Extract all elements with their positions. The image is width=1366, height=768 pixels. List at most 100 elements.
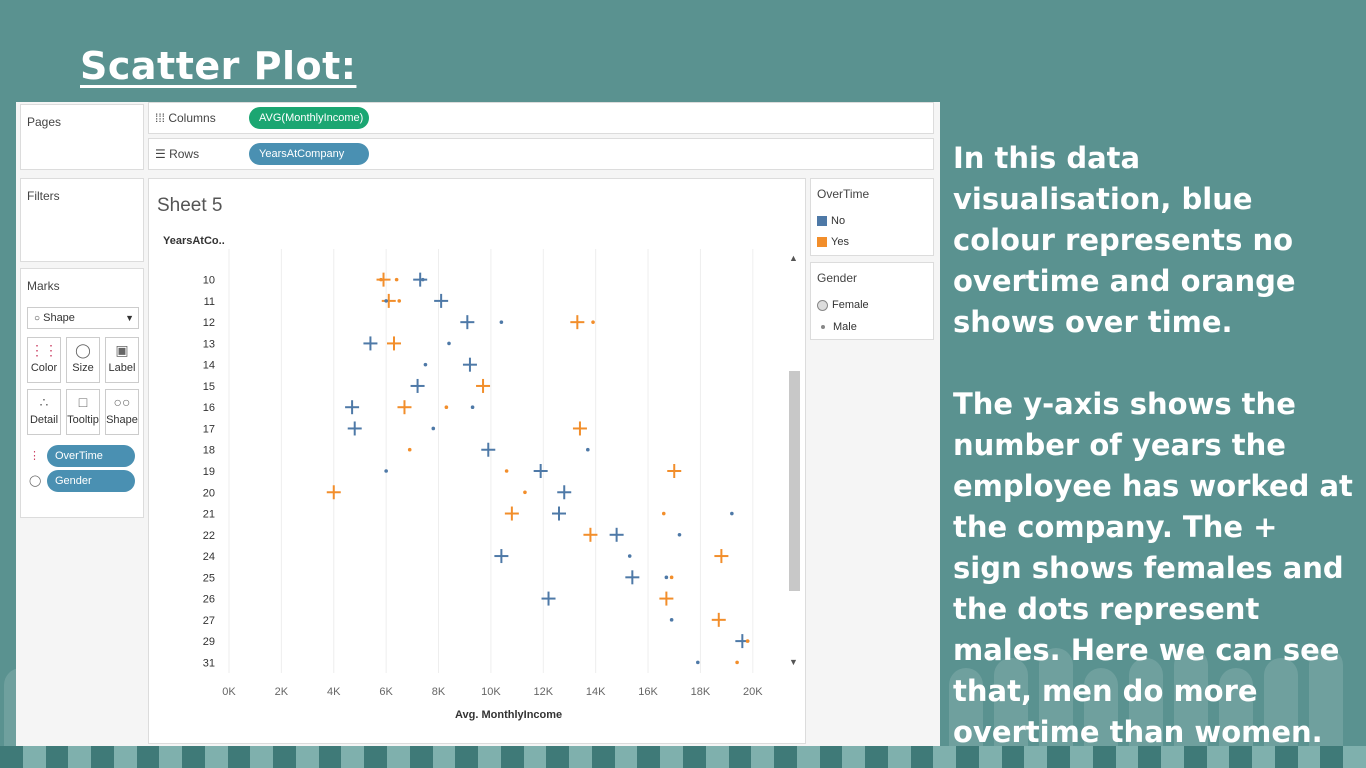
- scroll-down-icon[interactable]: ▼: [789, 657, 798, 667]
- color-button-label: Color: [30, 362, 58, 374]
- stripe-segment: [455, 746, 479, 768]
- stripe-segment: [637, 746, 661, 768]
- gender-legend-title: Gender: [817, 271, 858, 285]
- x-tick-label: 4K: [327, 686, 341, 698]
- male-dot-mark: [423, 362, 428, 367]
- vertical-scrollbar[interactable]: ▲ ▼: [787, 253, 801, 673]
- overtime-legend: OverTime No Yes: [810, 178, 934, 256]
- stripe-segment: [478, 746, 501, 768]
- female-plus-mark: [462, 357, 477, 372]
- gender-pill[interactable]: Gender: [47, 470, 135, 492]
- pages-shelf[interactable]: Pages: [20, 104, 144, 170]
- pages-label: Pages: [27, 115, 62, 129]
- stripe-segment: [1161, 746, 1184, 768]
- tooltip-button-label: Tooltip: [67, 414, 99, 426]
- stripe-segment: [1069, 746, 1093, 768]
- female-plus-mark: [557, 485, 572, 500]
- legend-item-female[interactable]: Female: [817, 299, 869, 311]
- tableau-workspace: Pages Filters Marks ○ Shape ▼ ⋮⋮ Color ◯…: [16, 102, 940, 746]
- tooltip-icon: □: [78, 394, 88, 410]
- blue-swatch: [817, 216, 827, 226]
- male-dot-mark: [447, 341, 451, 346]
- y-tick-label: 10: [203, 275, 215, 287]
- stripe-segment: [500, 746, 524, 768]
- circle-icon: [817, 299, 828, 311]
- x-tick-label: 18K: [691, 686, 711, 698]
- gender-legend: Gender Female Male: [810, 262, 934, 340]
- male-dot-mark: [504, 469, 509, 473]
- legend-item-yes[interactable]: Yes: [817, 236, 849, 248]
- female-plus-mark: [667, 464, 682, 478]
- male-dot-mark: [397, 299, 402, 303]
- female-plus-mark: [504, 506, 519, 521]
- y-tick-label: 29: [203, 636, 215, 648]
- y-tick-label: 14: [203, 360, 215, 372]
- label-icon: ▣: [115, 342, 129, 358]
- stripe-segment: [682, 746, 706, 768]
- male-dot-mark: [745, 639, 750, 643]
- legend-item-no[interactable]: No: [817, 215, 845, 227]
- scroll-up-icon[interactable]: ▲: [789, 253, 798, 263]
- male-dot-mark: [444, 405, 449, 410]
- stripe-segment: [409, 746, 433, 768]
- stripe-segment: [45, 746, 69, 768]
- male-dot-mark: [431, 426, 436, 431]
- description-paragraph-2: The y-axis shows the number of years the…: [953, 387, 1353, 749]
- mark-type-dropdown[interactable]: ○ Shape ▼: [27, 307, 139, 329]
- male-dot-mark: [407, 447, 412, 452]
- color-button[interactable]: ⋮⋮ Color: [27, 337, 61, 383]
- x-tick-label: 20K: [743, 686, 763, 698]
- male-dot-mark: [379, 277, 383, 282]
- female-plus-mark: [413, 272, 428, 287]
- size-button[interactable]: ◯ Size: [66, 337, 100, 383]
- legend-item-male[interactable]: Male: [817, 321, 857, 333]
- male-dot-mark: [661, 511, 666, 516]
- label-button-label: Label: [108, 362, 136, 374]
- stripe-segment: [978, 746, 1002, 768]
- y-tick-label: 26: [203, 594, 215, 606]
- stripe-segment: [569, 746, 592, 768]
- stripe-segment: [113, 746, 137, 768]
- female-plus-mark: [347, 421, 362, 436]
- stripe-segment: [523, 746, 547, 768]
- stripe-segment: [250, 746, 274, 768]
- stripe-segment: [159, 746, 183, 768]
- stripe-segment: [204, 746, 228, 768]
- slide-title: Scatter Plot:: [80, 44, 357, 88]
- female-plus-mark: [659, 591, 674, 606]
- rows-pill[interactable]: YearsAtCompany: [249, 143, 369, 165]
- scrollbar-thumb[interactable]: [789, 371, 800, 591]
- stripe-segment: [341, 746, 365, 768]
- stripe-segment: [660, 746, 683, 768]
- orange-swatch: [817, 237, 827, 247]
- male-dot-mark: [586, 447, 590, 452]
- male-dot-mark: [384, 469, 388, 473]
- stripe-segment: [1024, 746, 1048, 768]
- y-tick-label: 24: [203, 551, 215, 563]
- female-plus-mark: [714, 549, 729, 564]
- overtime-pill[interactable]: OverTime: [47, 445, 135, 467]
- stripe-segment: [318, 746, 342, 768]
- marks-card: Marks ○ Shape ▼ ⋮⋮ Color ◯ Size ▣ Label …: [20, 268, 144, 518]
- stripe-segment: [432, 746, 456, 768]
- x-axis-label: Avg. MonthlyIncome: [455, 709, 563, 721]
- female-plus-mark: [326, 485, 341, 500]
- columns-shelf[interactable]: ⁞⁞⁞ Columns AVG(MonthlyIncome): [148, 102, 934, 134]
- shape-button[interactable]: ○○ Shape: [105, 389, 139, 435]
- label-button[interactable]: ▣ Label: [105, 337, 139, 383]
- stripe-segment: [1047, 746, 1070, 768]
- female-plus-mark: [711, 612, 726, 627]
- color-dots-icon: ⋮⋮: [30, 342, 58, 358]
- filters-shelf[interactable]: Filters: [20, 178, 144, 262]
- detail-button[interactable]: ∴ Detail: [27, 389, 61, 435]
- columns-pill[interactable]: AVG(MonthlyIncome): [249, 107, 369, 129]
- tooltip-button[interactable]: □ Tooltip: [66, 389, 100, 435]
- stripe-segment: [1206, 746, 1230, 768]
- y-tick-label: 19: [203, 466, 215, 478]
- female-plus-mark: [541, 591, 556, 606]
- stripe-segment: [546, 746, 570, 768]
- rows-shelf[interactable]: ☰ Rows YearsAtCompany: [148, 138, 934, 170]
- male-dot-mark: [591, 320, 595, 324]
- x-tick-label: 2K: [275, 686, 289, 698]
- stripe-segment: [182, 746, 205, 768]
